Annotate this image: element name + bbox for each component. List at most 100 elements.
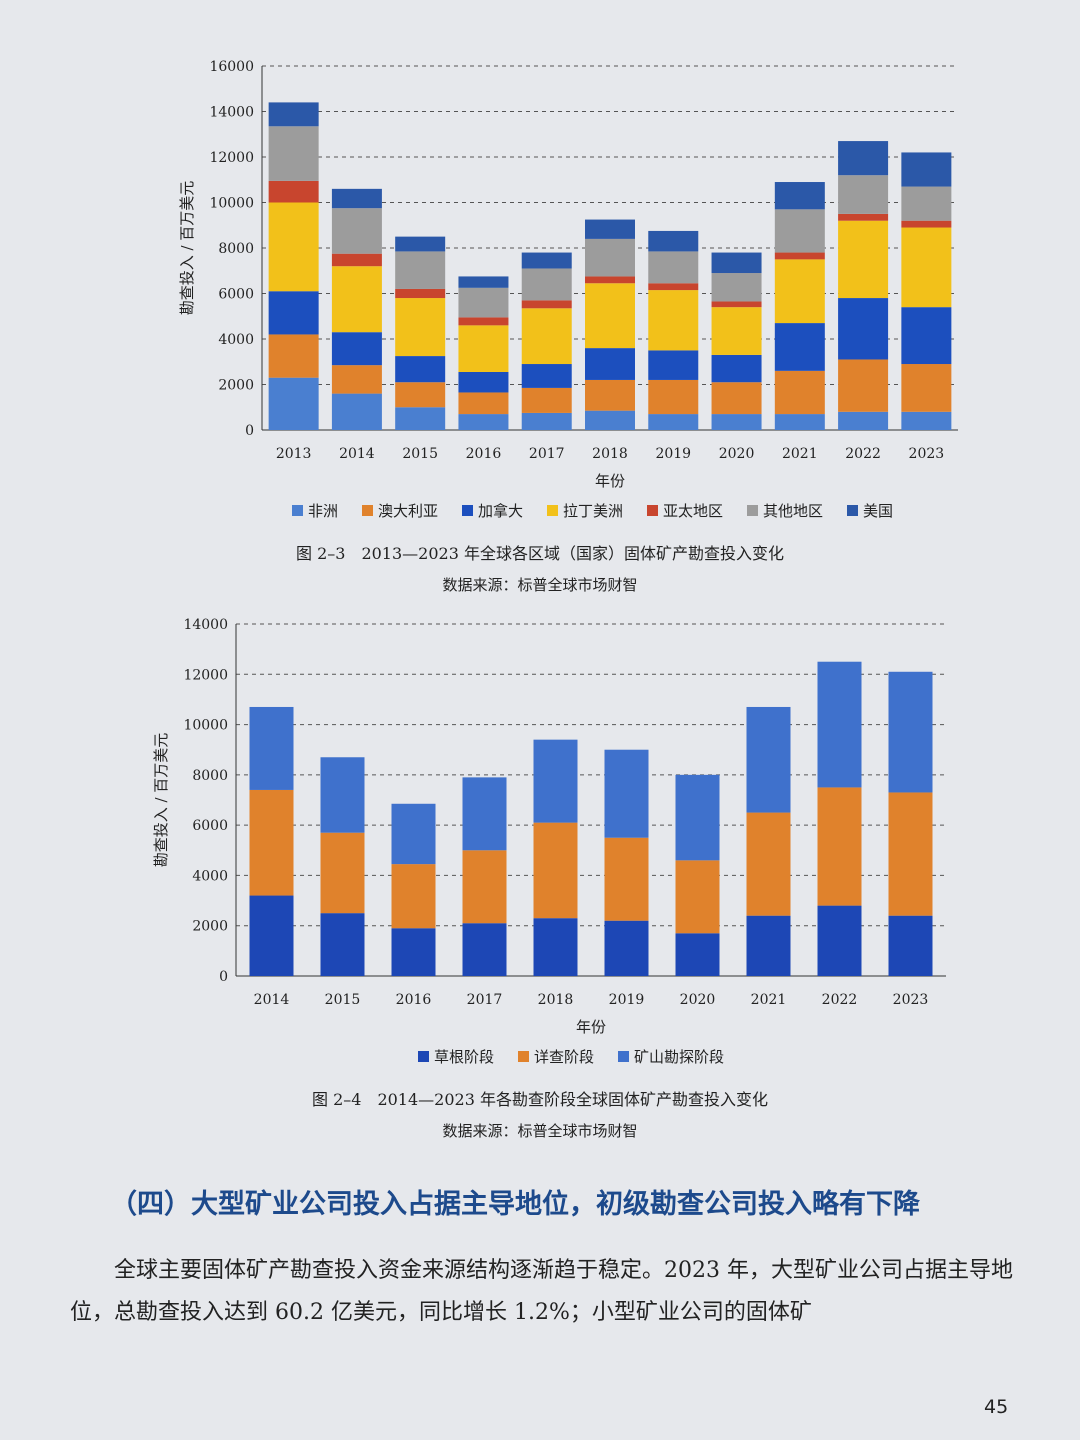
bar-segment: [585, 238, 635, 277]
bar-segment: [901, 152, 952, 187]
bar-segment: [331, 365, 382, 394]
bar-segment: [458, 325, 509, 372]
y-tick-label: 10000: [183, 718, 228, 734]
bar-segment: [533, 918, 578, 976]
bar-segment: [711, 307, 762, 355]
legend: 非洲 澳大利亚 加拿大 拉丁美洲 亚太地区 其他地区 美国: [292, 502, 893, 520]
bar-segment: [675, 774, 720, 861]
figure-source: 数据来源：标普全球市场财智: [442, 1122, 638, 1140]
legend-label: 加拿大: [478, 502, 523, 520]
bar-segment: [331, 266, 382, 333]
x-axis-title: 年份: [595, 472, 625, 490]
x-tick-label: 2016: [466, 446, 502, 462]
bar-segment: [268, 180, 319, 203]
bar-segment: [901, 186, 952, 221]
x-tick-label: 2013: [276, 446, 312, 462]
chart-stage-exploration: 0 2000 4000 6000 8000 10000 12000 14000 2014 2015…: [152, 617, 946, 1066]
x-tick-label: 2022: [845, 446, 881, 462]
x-tick-label: 2018: [538, 992, 574, 1008]
bar-segment: [521, 300, 572, 309]
bar-segment: [711, 252, 762, 274]
x-tick-label: 2021: [782, 446, 818, 462]
bar-segment: [901, 220, 952, 228]
bar-segment: [888, 671, 933, 793]
bar-segment: [774, 182, 825, 210]
bar-segment: [817, 787, 862, 906]
y-tick-label: 4000: [218, 332, 254, 348]
section-heading: （四）大型矿业公司投入占据主导地位，初级勘查公司投入略有下降: [110, 1189, 920, 1220]
x-tick-label: 2014: [339, 446, 375, 462]
bar-segment: [648, 290, 699, 351]
legend-label: 矿山勘探阶段: [634, 1048, 724, 1066]
x-tick-label: 2023: [909, 446, 945, 462]
bar-segment: [462, 777, 507, 851]
bar-segment: [585, 410, 635, 430]
legend-swatch: [747, 505, 758, 516]
figure-caption: 图 2–3 2013—2023 年全球各区域（国家）固体矿产勘查投入变化: [296, 544, 784, 563]
bar-segment: [774, 370, 825, 415]
legend-label: 详查阶段: [534, 1048, 594, 1066]
bar-segment: [648, 379, 699, 415]
bar-segment: [774, 209, 825, 253]
bar-segment: [746, 812, 791, 916]
x-tick-label: 2022: [822, 992, 858, 1008]
bar-segment: [711, 301, 762, 308]
bar-segment: [249, 895, 294, 976]
bar-segment: [462, 923, 507, 976]
bar-segment: [521, 268, 572, 301]
bar-segment: [395, 356, 446, 383]
bar-segment: [774, 323, 825, 371]
legend-label: 美国: [863, 502, 893, 520]
y-tick-label: 2000: [218, 378, 254, 394]
y-tick-label: 8000: [218, 241, 254, 257]
y-axis-title: 勘查投入 / 百万美元: [178, 181, 196, 316]
bar-segment: [711, 273, 762, 302]
bar-segment: [585, 276, 635, 284]
bar-segment: [838, 411, 889, 430]
y-tick-label: 14000: [183, 617, 228, 633]
y-tick-label: 14000: [209, 105, 254, 121]
bar-segment: [746, 706, 791, 813]
bar-segment: [320, 913, 365, 976]
bar-segment: [675, 860, 720, 934]
y-tick-label: 10000: [209, 196, 254, 212]
bar-segment: [458, 317, 509, 326]
bar-segment: [331, 208, 382, 254]
bar-segment: [901, 307, 952, 365]
bar-segment: [838, 213, 889, 221]
bar-segment: [395, 298, 446, 357]
bar-segment: [521, 308, 572, 365]
x-tick-label: 2016: [396, 992, 432, 1008]
bar-segment: [604, 920, 649, 976]
bar-segment: [320, 757, 365, 833]
bar-segment: [533, 739, 578, 823]
bar-segment: [268, 202, 319, 292]
legend-label: 草根阶段: [434, 1048, 494, 1066]
x-axis-title: 年份: [576, 1018, 606, 1036]
bar-segment: [838, 298, 889, 360]
bar-segment: [331, 253, 382, 267]
bar-segment: [268, 377, 319, 430]
bar-segment: [395, 407, 446, 430]
bar-segment: [711, 382, 762, 415]
bar-segment: [774, 259, 825, 324]
bar-segment: [648, 350, 699, 380]
bar-segment: [585, 283, 635, 349]
y-tick-label: 12000: [183, 667, 228, 683]
bar-segment: [888, 915, 933, 976]
bar-segment: [774, 414, 825, 430]
bar-segment: [462, 850, 507, 924]
x-tick-label: 2017: [529, 446, 565, 462]
bar-segment: [331, 188, 382, 209]
bar-segment: [774, 252, 825, 260]
bar-segment: [458, 392, 509, 415]
bar-segment: [675, 933, 720, 976]
y-tick-label: 8000: [192, 768, 228, 784]
x-tick-label: 2019: [655, 446, 691, 462]
bar-segment: [901, 411, 952, 430]
legend-swatch: [618, 1051, 629, 1062]
page-number: 45: [984, 1396, 1009, 1418]
bar-segment: [838, 359, 889, 412]
legend-swatch: [547, 505, 558, 516]
